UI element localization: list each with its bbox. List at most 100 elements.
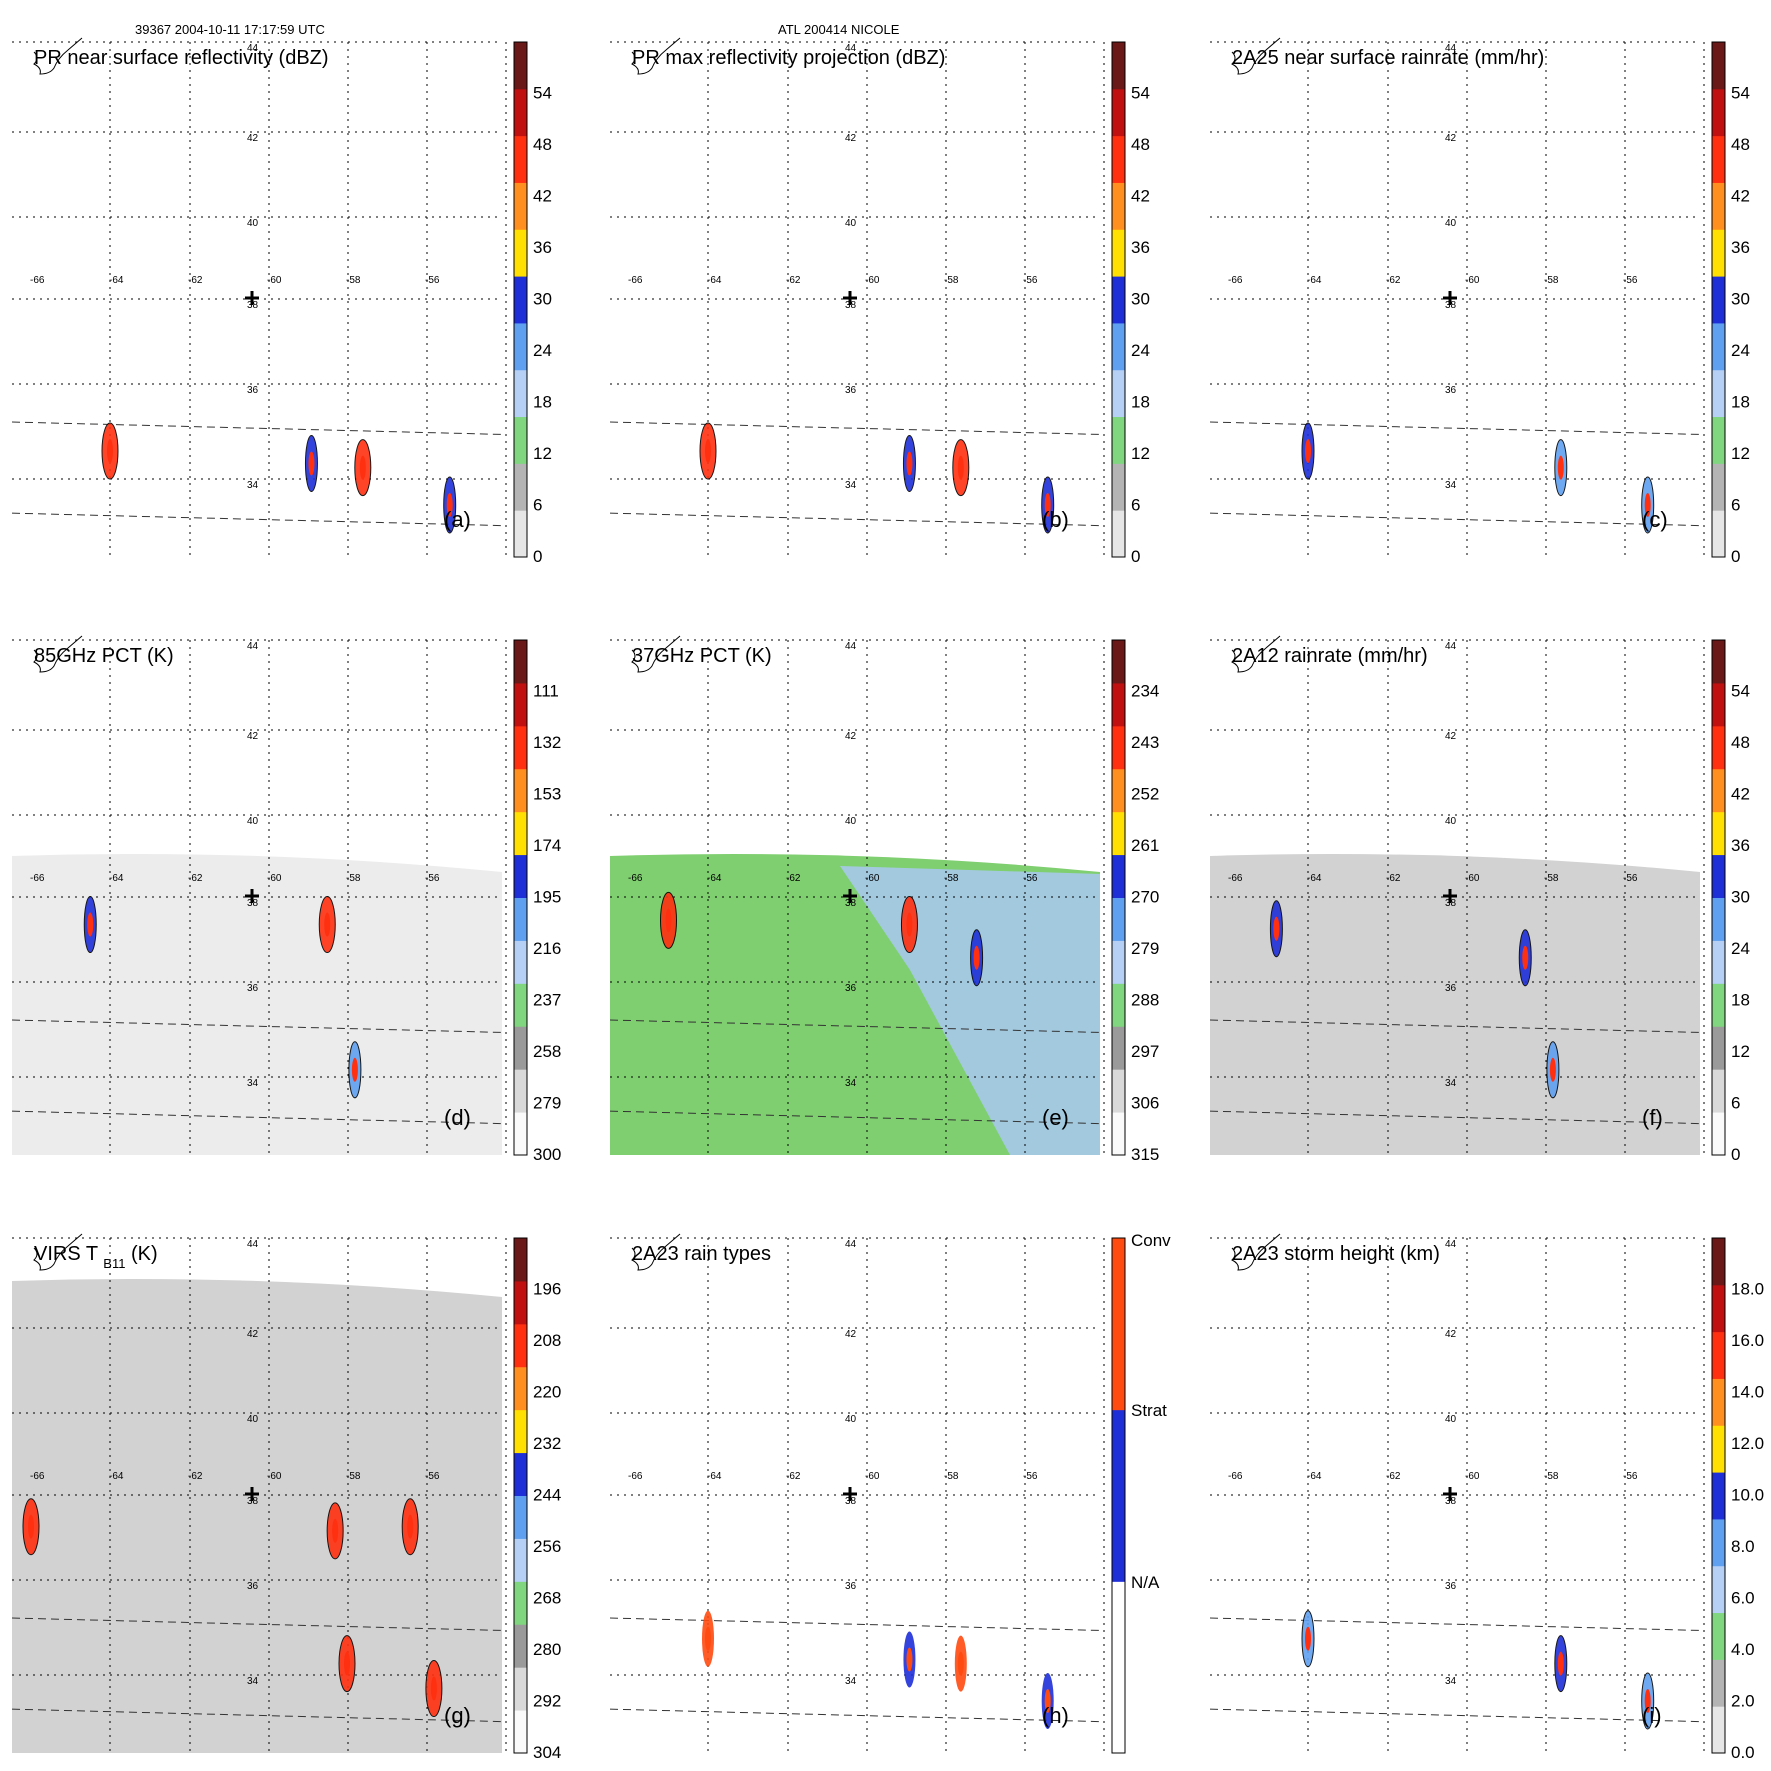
colorbar-tick-label: 6 bbox=[1731, 1094, 1740, 1113]
lon-label: -64 bbox=[109, 1471, 124, 1482]
lon-label: -66 bbox=[30, 1471, 45, 1482]
colorbar-frame bbox=[513, 639, 528, 1156]
lat-label: 34 bbox=[845, 1078, 857, 1089]
lat-label: 42 bbox=[845, 133, 857, 144]
lon-label: -56 bbox=[1623, 873, 1638, 884]
storm-name: ATL 200414 NICOLE bbox=[778, 22, 900, 37]
colorbar-tick-label: 36 bbox=[1731, 238, 1750, 257]
colorbar-segment bbox=[514, 854, 527, 898]
colorbar-tick-label: 315 bbox=[1131, 1145, 1159, 1164]
rain-core bbox=[359, 455, 366, 480]
lat-label: 44 bbox=[1445, 1239, 1457, 1250]
colorbar-segment bbox=[514, 1238, 527, 1282]
colorbar-tick-label: 195 bbox=[533, 888, 561, 907]
rain-core bbox=[973, 945, 980, 970]
rain-core bbox=[1557, 455, 1564, 480]
colorbar-tick-label: 220 bbox=[533, 1383, 561, 1402]
lon-label: -58 bbox=[346, 873, 361, 884]
colorbar-segment bbox=[514, 640, 527, 684]
colorbar-segment bbox=[1112, 1069, 1125, 1113]
rain-core bbox=[344, 1651, 350, 1676]
lat-label: 40 bbox=[247, 1414, 259, 1425]
swath-edge-north bbox=[11, 1617, 503, 1631]
colorbar-segment bbox=[1712, 322, 1725, 371]
coastline bbox=[33, 635, 83, 673]
lon-label: -64 bbox=[707, 1471, 722, 1482]
colorbar-tick-label: 280 bbox=[533, 1640, 561, 1659]
colorbar-tick-label: 232 bbox=[533, 1434, 561, 1453]
colorbar-tick-label: 292 bbox=[533, 1692, 561, 1711]
colorbar-tick-label: 12 bbox=[533, 444, 552, 463]
lat-label: 36 bbox=[845, 983, 857, 994]
swath-edge-north bbox=[609, 421, 1101, 435]
colorbar-tick-label: 30 bbox=[1731, 290, 1750, 309]
rain-core bbox=[705, 439, 711, 464]
swath-edge-south bbox=[11, 1708, 503, 1723]
lat-label: 44 bbox=[845, 43, 857, 54]
colorbar-tick-label: 279 bbox=[533, 1094, 561, 1113]
colorbar-segment bbox=[1712, 983, 1725, 1027]
lat-label: 42 bbox=[1445, 731, 1457, 742]
colorbar-segment bbox=[1712, 640, 1725, 684]
lon-label: -66 bbox=[30, 275, 45, 286]
lon-label: -60 bbox=[865, 1471, 880, 1482]
lat-label: 34 bbox=[247, 480, 259, 491]
lat-label: 42 bbox=[247, 133, 259, 144]
panel-e: -66 -64 -62 -60 -58 -56 44 42 40 38 36 34 37GHz PCT … bbox=[609, 635, 1159, 1164]
colorbar-segment bbox=[1712, 463, 1725, 511]
colorbar-segment bbox=[1712, 897, 1725, 941]
colorbar-segment bbox=[514, 1495, 527, 1539]
lon-label: -56 bbox=[425, 275, 440, 286]
colorbar-tick-label: 268 bbox=[533, 1589, 561, 1608]
colorbar-segment bbox=[1712, 369, 1725, 418]
lon-label: -60 bbox=[267, 275, 282, 286]
rain-core bbox=[1557, 1651, 1564, 1676]
panel-title: PR near surface reflectivity (dBZ) bbox=[34, 47, 329, 69]
colorbar-segment bbox=[1112, 182, 1125, 230]
colorbar-segment bbox=[1712, 1472, 1725, 1520]
colorbar-segment bbox=[1712, 1284, 1725, 1333]
colorbar-segment bbox=[1112, 322, 1125, 371]
lat-label: 44 bbox=[247, 641, 259, 652]
coastline bbox=[631, 1233, 681, 1271]
colorbar-tick-label: 24 bbox=[1731, 939, 1750, 958]
colorbar-segment bbox=[1712, 1069, 1725, 1113]
colorbar-tick-label: 42 bbox=[1731, 187, 1750, 206]
swath-edge-north bbox=[1209, 1617, 1701, 1631]
lon-label: -66 bbox=[1228, 873, 1243, 884]
lat-label: 42 bbox=[247, 1329, 259, 1340]
colorbar-tick-label: 270 bbox=[1131, 888, 1159, 907]
colorbar-segment bbox=[514, 940, 527, 984]
colorbar-tick-label: 243 bbox=[1131, 733, 1159, 752]
panel-title: VIRS T B11 (K) bbox=[34, 1243, 158, 1271]
lat-label: 38 bbox=[845, 300, 857, 311]
rain-core bbox=[1044, 493, 1051, 517]
lon-label: -66 bbox=[628, 873, 643, 884]
panel-title: 2A23 rain types bbox=[632, 1243, 771, 1265]
rain-core bbox=[324, 912, 331, 937]
panel-title: 2A23 storm height (km) bbox=[1232, 1243, 1440, 1265]
colorbar-segment bbox=[1712, 854, 1725, 898]
colorbar-segment bbox=[1112, 768, 1125, 813]
rain-core bbox=[1273, 916, 1280, 941]
lon-label: -56 bbox=[1623, 275, 1638, 286]
colorbar-tick-label: 48 bbox=[1731, 135, 1750, 154]
lat-label: 38 bbox=[247, 300, 259, 311]
colorbar-segment bbox=[514, 510, 527, 558]
colorbar-tick-label: 12 bbox=[1131, 444, 1150, 463]
colorbar-segment bbox=[514, 135, 527, 183]
colorbar-segment bbox=[1712, 940, 1725, 984]
swath-edge-south bbox=[1209, 1110, 1701, 1125]
lon-label: -58 bbox=[1544, 275, 1559, 286]
lon-label: -62 bbox=[1386, 1471, 1401, 1482]
colorbar-tick-label: N/A bbox=[1131, 1573, 1160, 1592]
colorbar-segment bbox=[1712, 1706, 1725, 1754]
lat-label: 34 bbox=[845, 480, 857, 491]
colorbar-tick-label: 0 bbox=[533, 547, 542, 566]
colorbar-segment bbox=[1712, 135, 1725, 183]
colorbar-segment bbox=[1112, 682, 1125, 727]
lat-label: 40 bbox=[1445, 218, 1457, 229]
colorbar-tick-label: 30 bbox=[533, 290, 552, 309]
lat-label: 44 bbox=[247, 1239, 259, 1250]
colorbar-tick-label: Conv bbox=[1131, 1231, 1171, 1250]
